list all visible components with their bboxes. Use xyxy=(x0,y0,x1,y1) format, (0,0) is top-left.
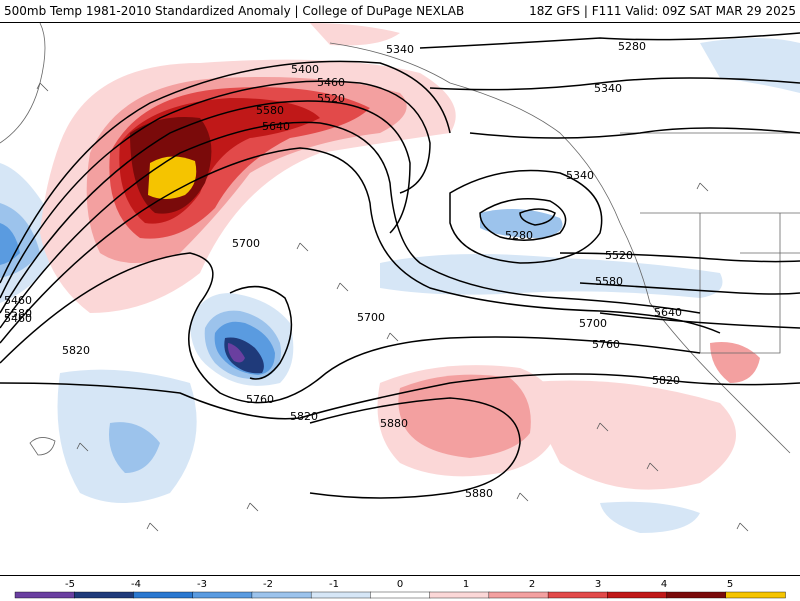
contour-label: 5460 xyxy=(4,312,32,325)
colorbar-swatch xyxy=(310,591,372,599)
colorbar-swatch xyxy=(429,591,490,599)
colorbar-tick-label: -5 xyxy=(65,579,75,590)
colorbar-swatch xyxy=(488,591,549,599)
contour-label: 5880 xyxy=(380,417,408,430)
contour-label: 5280 xyxy=(505,229,533,242)
colorbar-swatch xyxy=(370,591,431,599)
contour-label: 5640 xyxy=(262,120,290,133)
contour-label: 5400 xyxy=(291,63,319,76)
contour-label: 5640 xyxy=(654,306,682,319)
contour-label: 5880 xyxy=(465,487,493,500)
colorbar-tick-label: 3 xyxy=(595,579,601,590)
colorbar-swatch xyxy=(14,591,75,599)
colorbar-swatch xyxy=(251,591,312,599)
contour-label: 5580 xyxy=(595,275,623,288)
colorbar-tick-label: 1 xyxy=(463,579,469,590)
contour-label: 5820 xyxy=(62,344,90,357)
contour-label: 5760 xyxy=(592,338,620,351)
anomaly-colorbar: -5 -4 -3 -2 -1 0 1 2 3 4 5 xyxy=(0,575,800,601)
colorbar-swatch xyxy=(607,591,668,599)
contour-label: 5820 xyxy=(290,410,318,423)
contour-label: 5340 xyxy=(386,43,414,56)
map-header: 500mb Temp 1981-2010 Standardized Anomal… xyxy=(0,0,800,23)
map-title: 500mb Temp 1981-2010 Standardized Anomal… xyxy=(4,4,465,18)
contour-label: 5460 xyxy=(317,76,345,89)
colorbar-swatch xyxy=(547,591,609,599)
colorbar-tick-label: -1 xyxy=(329,579,339,590)
colorbar-swatches xyxy=(14,591,786,599)
colorbar-swatch xyxy=(725,591,786,599)
anomaly-map: 5280 5340 5400 5460 5520 5580 5640 5340 … xyxy=(0,23,800,575)
contour-label: 5700 xyxy=(232,237,260,250)
anomaly-shading xyxy=(0,23,800,533)
contour-label: 5460 xyxy=(4,294,32,307)
colorbar-swatch xyxy=(133,591,194,599)
colorbar-tick-label: -3 xyxy=(197,579,207,590)
coastlines xyxy=(0,23,800,456)
contour-label: 5700 xyxy=(357,311,385,324)
contour-label: 5340 xyxy=(594,82,622,95)
contour-label: 5280 xyxy=(618,40,646,53)
colorbar-tick-label: 0 xyxy=(397,579,403,590)
colorbar-tick-labels: -5 -4 -3 -2 -1 0 1 2 3 4 5 xyxy=(65,579,733,590)
colorbar-swatch xyxy=(666,591,727,599)
contour-label: 5580 xyxy=(4,307,32,320)
contour-label: 5700 xyxy=(579,317,607,330)
contour-label: 5760 xyxy=(246,393,274,406)
contour-label: 5580 xyxy=(256,104,284,117)
colorbar-tick-label: 5 xyxy=(727,579,733,590)
wind-barbs xyxy=(36,82,749,532)
colorbar-tick-label: 2 xyxy=(529,579,535,590)
contour-labels: 5280 5340 5400 5460 5520 5580 5640 5340 … xyxy=(4,40,682,500)
colorbar-tick-label: -4 xyxy=(131,579,141,590)
contour-label: 5820 xyxy=(652,374,680,387)
contour-label: 5520 xyxy=(605,249,633,262)
height-contours xyxy=(0,32,800,499)
contour-label: 5520 xyxy=(317,92,345,105)
colorbar-tick-label: -2 xyxy=(263,579,273,590)
colorbar-swatch xyxy=(74,591,135,599)
colorbar-swatch xyxy=(192,591,253,599)
colorbar-tick-label: 4 xyxy=(661,579,667,590)
contour-label: 5340 xyxy=(566,169,594,182)
model-valid-time: 18Z GFS | F111 Valid: 09Z SAT MAR 29 202… xyxy=(529,4,796,18)
